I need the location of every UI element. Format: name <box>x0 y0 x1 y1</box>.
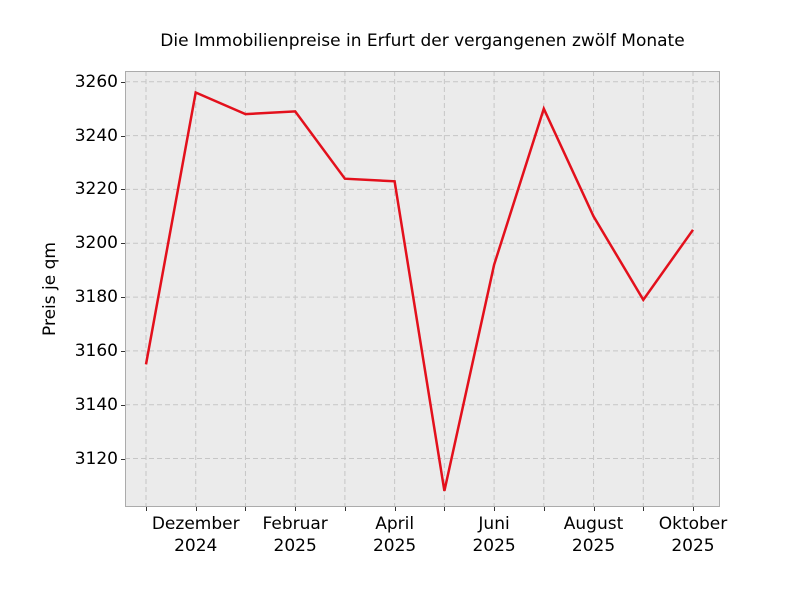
x-tick-label-year: 2024 <box>174 536 218 556</box>
plot-background <box>125 71 720 507</box>
x-tick-label-year: 2025 <box>372 536 417 556</box>
x-tick-mark <box>643 507 645 511</box>
y-tick-mark <box>121 135 125 137</box>
price-line-series <box>144 90 695 492</box>
y-tick-mark <box>121 350 125 352</box>
x-tick-label-year: 2025 <box>472 536 516 556</box>
chart-title: Die Immobilienpreise in Erfurt der verga… <box>160 31 685 51</box>
x-tick-label-month: Dezember <box>151 514 240 534</box>
x-tick-label-month: August <box>563 514 624 534</box>
y-tick-label: 3160 <box>74 340 118 361</box>
x-tick-label: April 2025 <box>335 513 455 557</box>
plot-border <box>125 71 720 507</box>
y-tick-mark <box>121 243 125 245</box>
x-tick-mark <box>593 507 595 511</box>
plot-area <box>125 71 720 507</box>
x-tick-label-year: 2025 <box>571 536 616 556</box>
x-tick-label: Oktober 2025 <box>633 513 753 557</box>
y-tick-mark <box>121 189 125 191</box>
y-tick-label: 3120 <box>74 448 118 469</box>
y-tick-label: 3140 <box>74 394 118 415</box>
x-tick-mark <box>195 507 197 511</box>
y-tick-label: 3260 <box>74 71 118 92</box>
x-tick-label: Dezember 2024 <box>136 513 256 557</box>
x-tick-mark <box>444 507 446 511</box>
x-tick-mark <box>394 507 396 511</box>
x-tick-mark <box>692 507 694 511</box>
y-tick-label: 3220 <box>74 179 118 200</box>
x-tick-label-month: Juni <box>478 514 510 534</box>
x-tick-label: Juni 2025 <box>434 513 554 557</box>
x-tick-label-month: Oktober <box>658 514 728 534</box>
x-tick-mark <box>146 507 147 511</box>
x-tick-label-year: 2025 <box>671 536 715 556</box>
y-tick-label: 3240 <box>74 125 118 146</box>
plot-svg <box>125 71 720 507</box>
y-tick-mark <box>121 458 125 460</box>
y-tick-mark <box>121 404 125 406</box>
y-tick-mark <box>121 297 125 299</box>
y-tick-mark <box>121 81 125 83</box>
x-tick-mark <box>295 507 297 511</box>
x-tick-label-month: April <box>375 514 415 534</box>
x-tick-label: August 2025 <box>534 513 654 557</box>
x-tick-mark <box>494 507 496 511</box>
x-tick-mark <box>245 507 247 511</box>
y-tick-label: 3180 <box>74 287 118 308</box>
x-tick-label-month: Februar <box>262 514 328 534</box>
x-tick-mark <box>543 507 545 511</box>
x-tick-label-year: 2025 <box>273 536 317 556</box>
x-tick-mark <box>344 507 346 511</box>
x-tick-label: Februar 2025 <box>235 513 355 557</box>
y-tick-label: 3200 <box>74 233 118 254</box>
